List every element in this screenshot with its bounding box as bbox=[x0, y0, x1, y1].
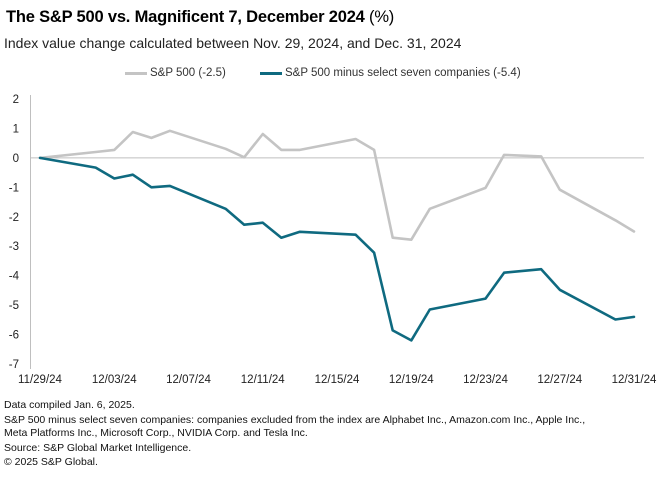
footer-copyright: © 2025 S&P Global. bbox=[4, 456, 98, 468]
y-tick-label: -5 bbox=[9, 300, 19, 312]
chart-title-text: The S&P 500 vs. Magnificent 7, December … bbox=[6, 8, 365, 26]
footer-data-compiled: Data compiled Jan. 6, 2025. bbox=[4, 399, 135, 411]
chart-title-unit: (%) bbox=[364, 8, 395, 26]
y-tick-label: 0 bbox=[13, 153, 19, 165]
x-tick-label: 12/23/24 bbox=[463, 374, 508, 386]
y-tick-label: -7 bbox=[9, 359, 19, 371]
x-tick-label: 12/11/24 bbox=[241, 374, 286, 386]
x-tick-label: 12/19/24 bbox=[389, 374, 434, 386]
series-line-sp500-ex7 bbox=[38, 156, 636, 342]
y-tick-label: -6 bbox=[9, 330, 19, 342]
footer-notes: Data compiled Jan. 6, 2025. S&P 500 minu… bbox=[4, 399, 585, 470]
y-tick-label: -2 bbox=[9, 212, 19, 224]
y-tick-label: 1 bbox=[13, 123, 19, 135]
x-tick-label: 12/03/24 bbox=[92, 374, 137, 386]
y-tick-label: 2 bbox=[13, 94, 19, 106]
chart-subtitle: Index value change calculated between No… bbox=[4, 35, 462, 51]
x-tick-label: 11/29/24 bbox=[18, 374, 63, 386]
y-tick-label: -1 bbox=[9, 182, 19, 194]
x-tick-label: 12/07/24 bbox=[166, 374, 211, 386]
line-chart: 2 1 0 -1 -2 -3 -4 -5 -6 -7 11/29/24 12/03/24 12/07/2… bbox=[9, 94, 657, 386]
y-tick-label: -3 bbox=[9, 241, 19, 253]
legend: S&P 500 (-2.5) S&P 500 minus select seve… bbox=[0, 67, 660, 83]
x-tick-label: 12/15/24 bbox=[315, 374, 360, 386]
legend-swatch-sp500 bbox=[125, 71, 147, 75]
legend-item-sp500: S&P 500 (-2.5) bbox=[125, 67, 226, 79]
legend-label-sp500-ex7: S&P 500 minus select seven companies (-5… bbox=[285, 67, 521, 79]
footer-definition-line1: S&P 500 minus select seven companies: co… bbox=[4, 413, 586, 426]
footer-definition-line2: Meta Platforms Inc., Microsoft Corp., NV… bbox=[4, 427, 308, 439]
footer-source: Source: S&P Global Market Intelligence. bbox=[4, 441, 192, 454]
y-tick-label: -4 bbox=[9, 271, 20, 283]
x-tick-label: 12/27/24 bbox=[537, 374, 582, 386]
x-tick-label: 12/31/24 bbox=[612, 374, 657, 386]
legend-label-sp500: S&P 500 (-2.5) bbox=[150, 67, 226, 79]
chart-title: The S&P 500 vs. Magnificent 7, December … bbox=[6, 8, 394, 27]
series-line-sp500 bbox=[38, 129, 636, 241]
legend-swatch-sp500-ex7 bbox=[260, 71, 282, 75]
legend-item-sp500-ex7: S&P 500 minus select seven companies (-5… bbox=[260, 67, 521, 79]
